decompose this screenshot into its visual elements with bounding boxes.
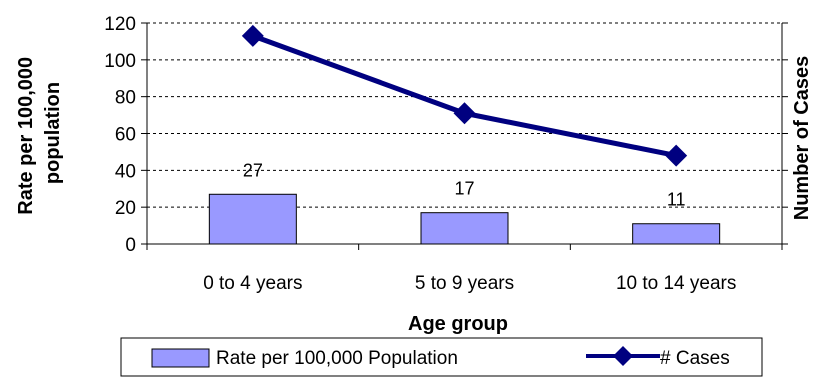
y-axis-title-line1: Rate per 100,000 bbox=[15, 57, 37, 215]
legend-line-label: # Cases bbox=[660, 348, 730, 369]
y-tick-label: 80 bbox=[115, 88, 136, 109]
cases-point-marker bbox=[665, 144, 688, 167]
y-tick-label: 100 bbox=[104, 51, 136, 72]
bar-data-label: 27 bbox=[243, 160, 263, 180]
cases-series-line bbox=[251, 33, 677, 159]
bar bbox=[420, 212, 509, 245]
bar-data-label: 11 bbox=[667, 190, 686, 210]
x-tick-label: 0 to 4 years bbox=[203, 273, 302, 294]
y-tick-label: 20 bbox=[115, 198, 136, 219]
y-tick-label: 0 bbox=[125, 235, 136, 256]
legend-diamond-marker bbox=[613, 346, 633, 366]
legend: Rate per 100,000 Population # Cases bbox=[120, 337, 763, 377]
cases-point-marker bbox=[241, 24, 264, 47]
y2-axis-title: Number of Cases bbox=[791, 56, 813, 221]
x-tick-label: 5 to 9 years bbox=[415, 273, 514, 294]
x-tick-labels: 0 to 4 years 5 to 9 years 10 to 14 years bbox=[203, 273, 736, 294]
cases-point-marker bbox=[453, 102, 476, 125]
x-axis-title: Age group bbox=[408, 313, 508, 335]
y-tick-label: 120 bbox=[104, 14, 136, 35]
y-tick-label: 60 bbox=[115, 125, 136, 146]
bars bbox=[208, 193, 721, 245]
y-axis-title-line2: population bbox=[42, 82, 64, 184]
bar bbox=[632, 223, 721, 245]
y-tick-label: 40 bbox=[115, 161, 136, 182]
legend-bar-swatch bbox=[151, 348, 210, 368]
legend-bar-label: Rate per 100,000 Population bbox=[216, 348, 458, 369]
x-tick-label: 10 to 14 years bbox=[616, 273, 736, 294]
y-axis-title: Rate per 100,000 population bbox=[15, 51, 64, 214]
data-labels: 27 17 11 bbox=[243, 160, 686, 209]
bar-data-label: 17 bbox=[454, 179, 474, 199]
gridlines bbox=[147, 22, 782, 208]
bar bbox=[208, 193, 297, 245]
cases-line bbox=[241, 24, 688, 167]
y-tick-labels: 0 20 40 60 80 100 120 bbox=[104, 14, 788, 256]
